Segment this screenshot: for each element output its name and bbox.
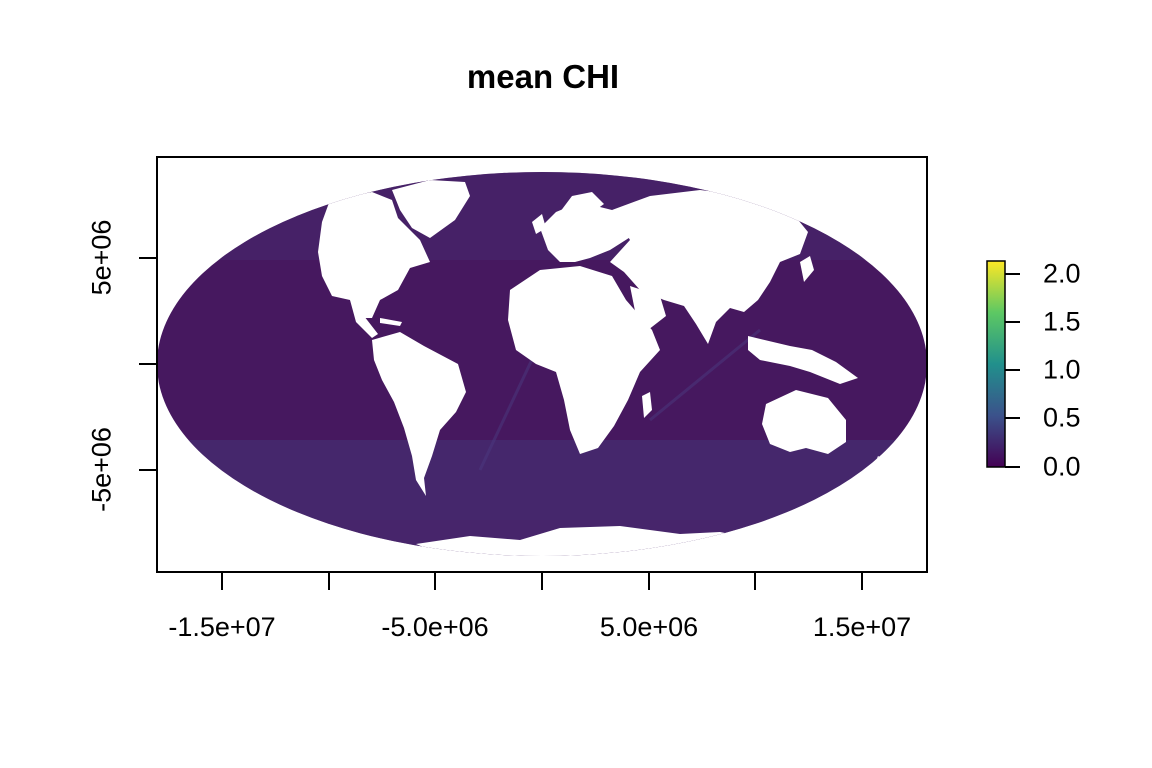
legend-label: 0.0 bbox=[1043, 451, 1081, 482]
legend-label: 0.5 bbox=[1043, 402, 1081, 433]
legend-ticks bbox=[1005, 273, 1020, 468]
africa bbox=[508, 266, 660, 454]
asia bbox=[610, 190, 808, 344]
legend-label: 1.5 bbox=[1043, 306, 1081, 337]
y-tick-label: -5e+06 bbox=[86, 427, 117, 512]
x-tick-label: -5.0e+06 bbox=[381, 612, 489, 642]
y-tick-label: 5e+06 bbox=[86, 219, 117, 296]
y-axis-ticks bbox=[139, 257, 157, 471]
scandinavia bbox=[560, 192, 604, 214]
caribbean bbox=[380, 318, 402, 326]
legend-label: 2.0 bbox=[1043, 258, 1081, 289]
x-tick-label: 5.0e+06 bbox=[599, 612, 699, 642]
south-america bbox=[372, 332, 466, 496]
north-america bbox=[318, 192, 430, 318]
british-isles bbox=[532, 214, 546, 234]
se-asia-islands bbox=[748, 336, 858, 384]
land-masses bbox=[318, 180, 888, 556]
legend-label: 1.0 bbox=[1043, 354, 1081, 385]
x-tick-label: 1.5e+07 bbox=[812, 612, 912, 642]
plot-title: mean CHI bbox=[466, 58, 620, 95]
central-america bbox=[350, 300, 378, 338]
legend-colorbar bbox=[986, 260, 1006, 468]
x-tick-label: -1.5e+07 bbox=[168, 612, 276, 642]
australia bbox=[762, 390, 846, 454]
madagascar bbox=[642, 392, 652, 418]
japan bbox=[800, 256, 814, 282]
europe bbox=[540, 202, 640, 262]
x-axis-ticks bbox=[221, 572, 863, 590]
greenland bbox=[392, 180, 470, 238]
